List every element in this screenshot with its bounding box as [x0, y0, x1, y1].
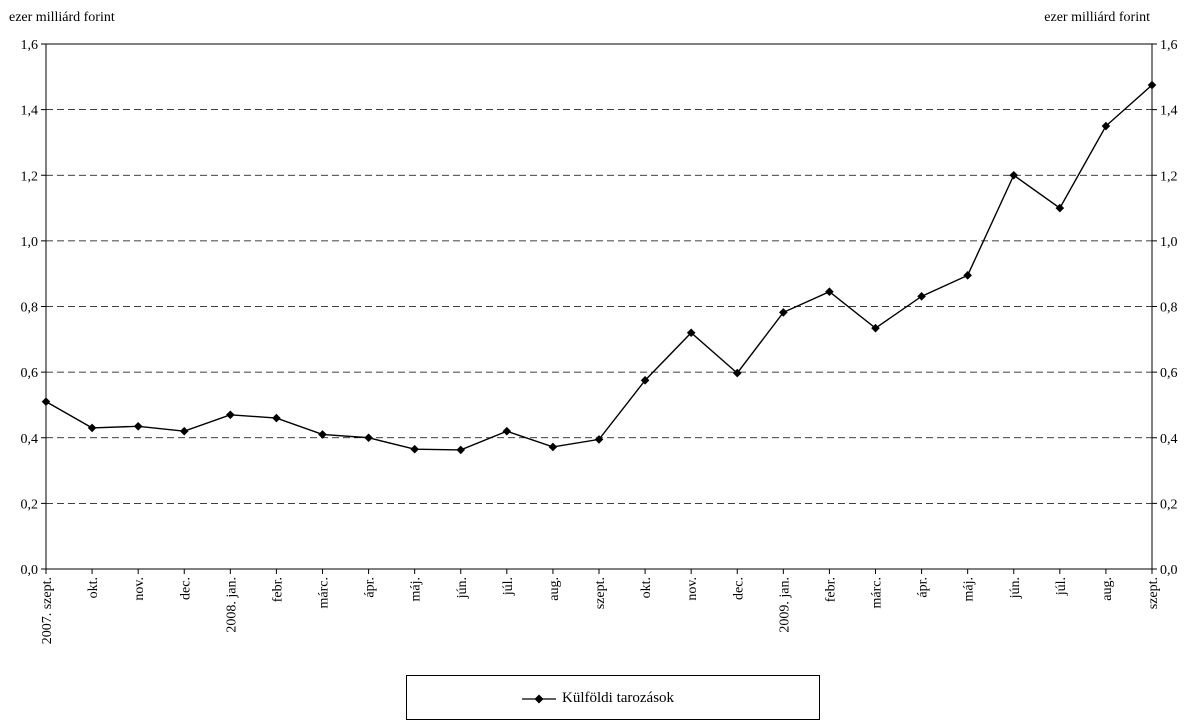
data-point-marker	[179, 426, 189, 436]
data-point-marker	[410, 444, 419, 454]
x-tick-label: szept.	[1146, 577, 1161, 609]
data-point-marker	[272, 413, 281, 423]
y-axis-unit-right: ezer milliárd forint	[1044, 10, 1150, 25]
y-tick-label-left: 1,2	[21, 169, 39, 184]
legend-label: Külföldi tarozások	[562, 690, 675, 706]
data-point-marker	[1101, 121, 1111, 131]
x-tick-label: 2009. jan.	[777, 577, 792, 633]
y-tick-label-right: 0,8	[1160, 301, 1178, 316]
y-tick-label-left: 0,2	[21, 497, 39, 512]
data-point-marker	[133, 421, 143, 431]
data-point-marker	[1055, 203, 1065, 213]
line-chart: 0,0 0,0 0,2 0,2 0,4 0,4 0,6 0,6 0,8 0,8 1,0 1,0 1,2 1…	[21, 38, 1178, 644]
y-tick-label-left: 0,6	[21, 366, 39, 381]
x-tick-label: dec.	[731, 577, 746, 600]
x-tick-label: ápr.	[916, 577, 931, 598]
data-point-marker	[364, 433, 373, 443]
y-tick-label-right: 1,0	[1160, 235, 1178, 250]
legend-line-diamond-icon	[522, 694, 556, 703]
x-tick-label: márc.	[870, 577, 885, 608]
y-tick-label-left: 0,0	[21, 563, 39, 578]
data-point-marker	[548, 442, 558, 452]
x-tick-label: jún.	[1008, 577, 1023, 599]
data-point-marker	[456, 445, 466, 455]
x-tick-label: ápr.	[363, 577, 378, 598]
data-point-marker	[825, 287, 834, 297]
data-point-marker	[226, 410, 235, 420]
series-line	[45, 84, 1153, 451]
y-tick-label-left: 1,6	[21, 38, 39, 53]
y-tick-label-left: 1,0	[21, 235, 39, 250]
x-tick-label: nov.	[132, 577, 147, 601]
y-tick-label-right: 0,6	[1160, 366, 1178, 381]
y-tick-label-left: 0,4	[21, 432, 39, 447]
data-point-marker	[686, 328, 696, 338]
x-tick-label: okt.	[639, 577, 654, 598]
x-tick-label: dec.	[178, 577, 193, 600]
y-tick-label-right: 0,4	[1160, 432, 1178, 447]
y-tick-label-right: 1,6	[1160, 38, 1178, 53]
y-tick-label-left: 1,4	[21, 104, 39, 119]
x-tick-label: febr.	[270, 577, 285, 602]
x-tick-label: máj.	[962, 577, 977, 602]
x-tick-label: márc.	[317, 577, 332, 608]
x-tick-label: szept.	[593, 577, 608, 609]
data-point-marker	[779, 308, 788, 317]
data-point-marker	[502, 426, 512, 436]
data-point-marker	[963, 271, 972, 280]
x-tick-label: 2007. szept.	[40, 577, 55, 644]
data-point-marker	[318, 430, 327, 439]
x-tick-label: júl.	[501, 577, 516, 596]
x-tick-label: máj.	[409, 577, 424, 602]
data-point-marker	[871, 323, 880, 333]
data-point-marker	[732, 368, 742, 378]
x-tick-label: nov.	[685, 577, 700, 601]
x-tick-label: febr.	[823, 577, 838, 602]
x-tick-label: aug.	[1100, 577, 1115, 601]
x-tick-label: 2008. jan.	[224, 577, 239, 633]
legend-item: Külföldi tarozások	[522, 690, 674, 707]
y-tick-label-left: 0,8	[21, 301, 39, 316]
x-tick-label: júl.	[1054, 577, 1069, 596]
y-tick-label-right: 1,2	[1160, 169, 1178, 184]
y-tick-label-right: 0,2	[1160, 497, 1178, 512]
x-tick-label: jún.	[455, 577, 470, 599]
legend: Külföldi tarozások	[406, 675, 820, 720]
y-axis-unit-left: ezer milliárd forint	[9, 10, 115, 25]
data-point-marker	[917, 292, 926, 301]
x-tick-label: okt.	[86, 577, 101, 598]
data-point-marker	[41, 397, 51, 406]
data-point-marker	[1009, 170, 1019, 180]
y-tick-label-right: 0,0	[1160, 563, 1178, 578]
data-point-marker	[87, 423, 97, 433]
data-point-marker	[640, 376, 650, 385]
x-tick-label: aug.	[547, 577, 562, 601]
y-tick-label-right: 1,4	[1160, 104, 1178, 119]
data-point-marker	[1147, 80, 1157, 90]
data-point-marker	[594, 435, 604, 444]
